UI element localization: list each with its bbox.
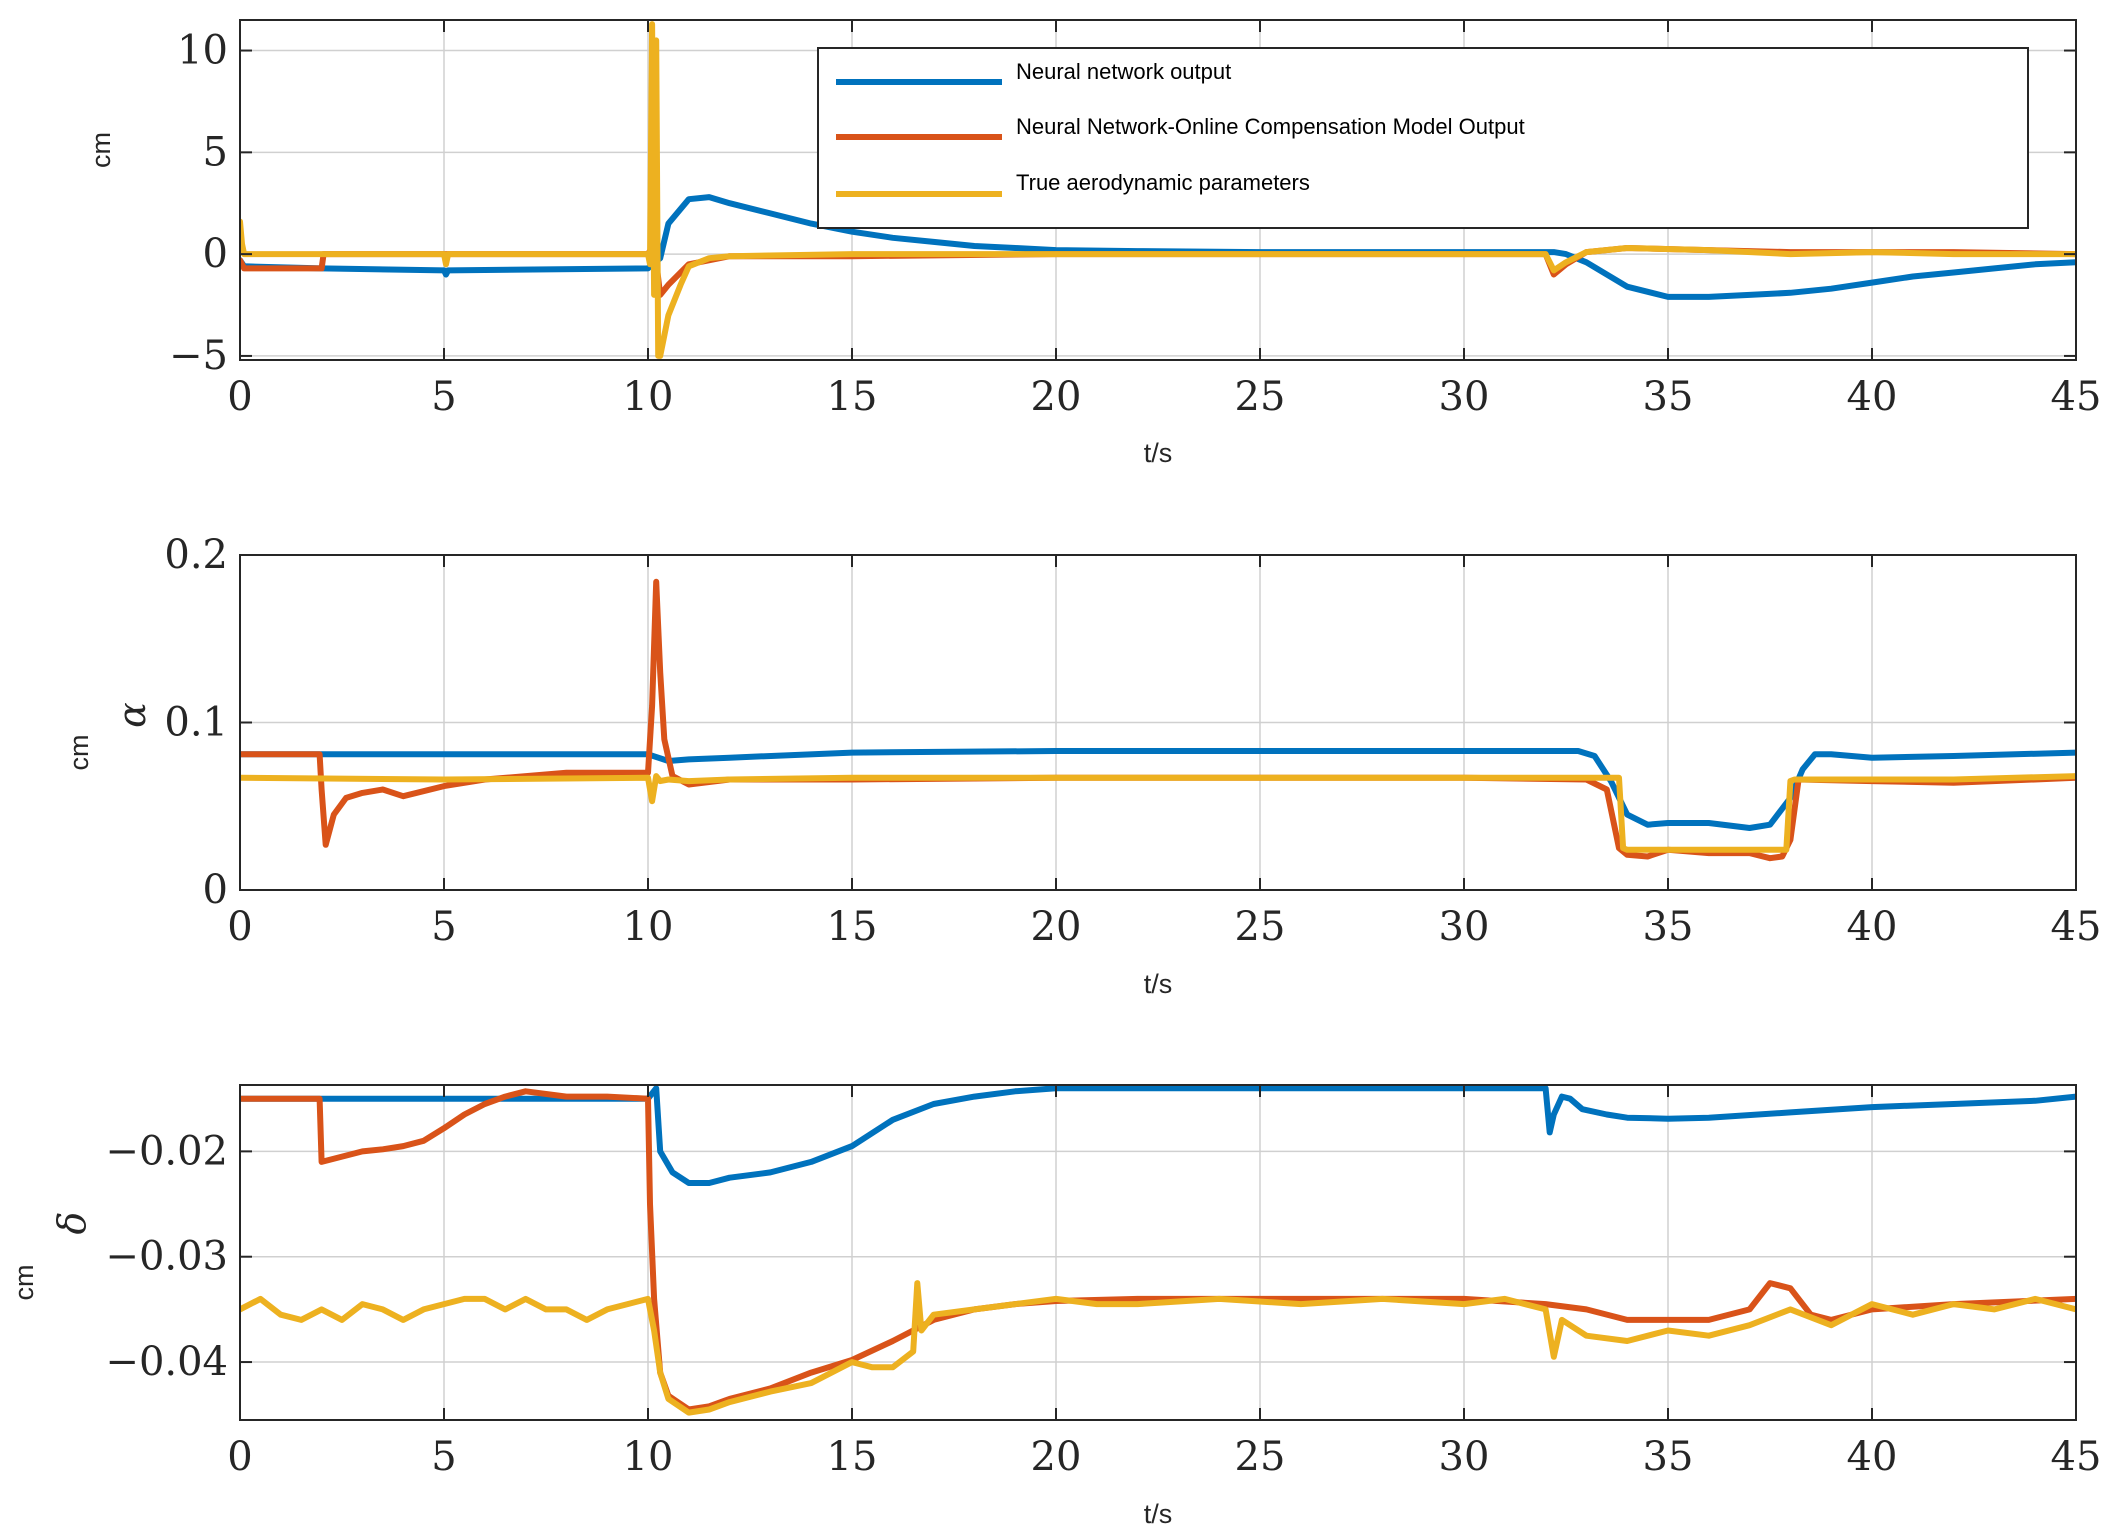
x-tick-label: 5 xyxy=(431,1434,456,1480)
x-tick-label: 5 xyxy=(431,904,456,950)
x-tick-label: 10 xyxy=(623,374,674,420)
x-tick-label: 25 xyxy=(1235,1434,1286,1480)
x-axis-label: t/s xyxy=(1144,1499,1173,1529)
x-tick-label: 35 xyxy=(1643,904,1694,950)
x-tick-label: 5 xyxy=(431,374,456,420)
y-tick-label: 10 xyxy=(177,28,228,74)
series-line-neural-network-output xyxy=(240,748,2076,831)
alpha-symbol-label: α xyxy=(110,702,154,728)
legend-box xyxy=(817,47,2029,229)
subplot-alpha: 0 5 10 15 20 25 30 35 40 45 0 0.1 0.2 t/s cm α xyxy=(64,532,2101,999)
x-tick-label: 25 xyxy=(1235,904,1286,950)
axes-frame xyxy=(239,19,2077,361)
x-tick-label: 20 xyxy=(1031,374,1082,420)
y-tick-label: 0 xyxy=(203,231,228,277)
x-tick-label: 0 xyxy=(227,1434,252,1480)
x-tick-label: 40 xyxy=(1847,374,1898,420)
x-tick-label: 45 xyxy=(2051,904,2102,950)
axes-frame xyxy=(239,1084,2077,1421)
y-tick-label: 0.1 xyxy=(164,700,228,746)
x-tick-label: 15 xyxy=(827,904,878,950)
series-line-true-aerodynamic-parameters xyxy=(240,21,2076,359)
legend-label-true-parameters: True aerodynamic parameters xyxy=(1016,170,1310,195)
x-tick-label: 10 xyxy=(623,904,674,950)
series-line-true-aerodynamic-parameters xyxy=(240,1280,2076,1416)
y-axis-label: cm xyxy=(9,1265,39,1301)
y-tick-label: −0.02 xyxy=(105,1128,228,1174)
x-tick-label: 30 xyxy=(1439,374,1490,420)
legend-label-compensation-model: Neural Network-Online Compensation Model… xyxy=(1016,114,1525,139)
y-tick-label: −5 xyxy=(169,333,228,379)
x-tick-label: 15 xyxy=(827,1434,878,1480)
x-tick-label: 10 xyxy=(623,1434,674,1480)
x-tick-label: 45 xyxy=(2051,1434,2102,1480)
series-line-neural-network-output xyxy=(240,1085,2076,1186)
x-tick-label: 40 xyxy=(1847,904,1898,950)
legend-label-neural-network: Neural network output xyxy=(1016,59,1231,84)
y-axis-label: cm xyxy=(64,735,94,771)
delta-symbol-label: δ xyxy=(50,1212,94,1235)
x-tick-label: 20 xyxy=(1031,1434,1082,1480)
legend: Neural network output Neural Network-Onl… xyxy=(817,47,2029,229)
series-line-compensation-model-output xyxy=(240,1088,2076,1413)
x-tick-label: 30 xyxy=(1439,1434,1490,1480)
y-axis-label: cm xyxy=(86,132,116,168)
y-tick-label: 5 xyxy=(203,129,228,175)
y-tick-label: 0 xyxy=(203,867,228,913)
x-tick-label: 35 xyxy=(1643,1434,1694,1480)
x-tick-label: 15 xyxy=(827,374,878,420)
y-tick-label: −0.04 xyxy=(105,1339,228,1385)
x-tick-label: 0 xyxy=(227,374,252,420)
x-tick-label: 35 xyxy=(1643,374,1694,420)
y-tick-label: 0.2 xyxy=(164,532,228,578)
series-line-true-aerodynamic-parameters xyxy=(240,773,2076,853)
x-tick-label: 30 xyxy=(1439,904,1490,950)
x-axis-label: t/s xyxy=(1144,969,1173,999)
x-axis-label: t/s xyxy=(1144,438,1173,468)
y-tick-label: −0.03 xyxy=(105,1234,228,1280)
x-tick-label: 20 xyxy=(1031,904,1082,950)
x-tick-label: 45 xyxy=(2051,374,2102,420)
subplot-delta: 0 5 10 15 20 25 30 35 40 45 −0.02 −0.03 −0.04 t/s cm… xyxy=(9,1084,2102,1529)
x-tick-label: 0 xyxy=(227,904,252,950)
x-tick-label: 40 xyxy=(1847,1434,1898,1480)
x-tick-label: 25 xyxy=(1235,374,1286,420)
